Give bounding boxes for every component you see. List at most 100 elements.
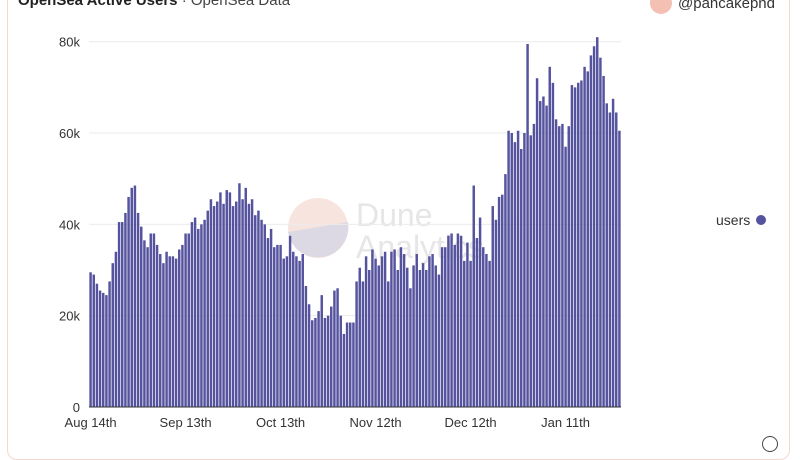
bar [580,80,583,407]
bar [361,281,365,407]
bar [342,333,346,407]
y-tick-label: 80k [59,35,80,50]
bar [330,306,333,407]
bar [228,192,232,407]
bar [238,183,241,407]
bar [497,196,501,407]
bar [421,263,425,407]
bar [282,258,285,407]
bar [428,256,431,407]
bar [333,290,336,407]
bar [241,199,244,407]
bar [418,270,422,407]
bar [501,194,504,407]
bar [301,254,304,407]
bar [349,322,352,407]
bar [266,238,270,407]
bar [472,185,475,407]
bar [390,251,393,407]
bar [121,222,124,407]
bar [548,66,551,407]
bar [187,233,190,407]
bar [532,123,536,407]
bar [254,215,257,407]
title-separator: · [181,0,191,9]
bar [396,270,399,407]
bar [178,249,181,407]
bar [415,254,418,407]
bar [542,96,545,408]
bar [355,281,358,407]
bar [269,228,273,407]
bar [596,37,599,407]
bar [529,135,532,407]
watermark-text-1: Dune [356,197,433,233]
bar [146,247,149,407]
bar [114,251,118,407]
bar [317,311,320,407]
bar [453,244,456,407]
chart-title: OpenSea Active Users · OpenSea Data [18,0,290,9]
bar [447,235,450,407]
bar [494,219,498,407]
bar [326,315,330,407]
bar [485,254,488,407]
bar [368,270,371,407]
bar [383,251,387,407]
bar [516,130,520,407]
x-tick-label: Aug 14th [65,415,117,430]
bar [130,187,133,407]
expand-icon[interactable] [762,436,778,452]
bar [444,247,447,407]
bar [605,103,608,407]
bar [288,235,292,407]
bar [89,272,92,407]
bar [149,233,152,407]
author-link[interactable]: @pancakepnd [650,0,775,14]
bar [510,133,513,407]
bar [250,199,254,407]
bar [197,228,200,407]
bar [463,260,466,407]
bar [276,244,279,407]
bar [469,260,472,407]
bar [475,238,479,407]
legend-swatch-icon [756,215,767,225]
bar [526,43,529,407]
x-tick-label: Oct 13th [256,415,305,430]
bar [608,112,612,408]
bar [162,263,165,407]
bar [545,105,548,408]
bar [136,212,140,407]
bar [592,46,596,407]
bar [92,274,95,407]
legend[interactable]: users [716,212,767,228]
bar [434,265,437,407]
bar [491,206,494,407]
bar [393,249,396,407]
bar [140,226,143,407]
bar [98,290,102,407]
x-tick-label: Jan 11th [541,415,590,430]
bar [409,288,412,407]
bar [257,210,260,407]
bar [311,320,314,407]
bar [127,196,130,407]
bar [459,235,463,407]
bar [216,201,219,407]
bar [171,256,175,407]
bar [618,130,621,407]
bar [374,258,377,407]
bar [143,240,146,407]
y-tick-label: 0 [73,400,80,415]
bar [95,283,99,407]
legend-label: users [716,212,751,228]
bar [387,281,390,407]
bar [615,112,618,408]
bar [551,82,555,408]
bar [399,247,403,407]
x-tick-label: Nov 12th [350,415,402,430]
bar [152,233,156,407]
bar [567,126,570,408]
bar [520,149,523,407]
